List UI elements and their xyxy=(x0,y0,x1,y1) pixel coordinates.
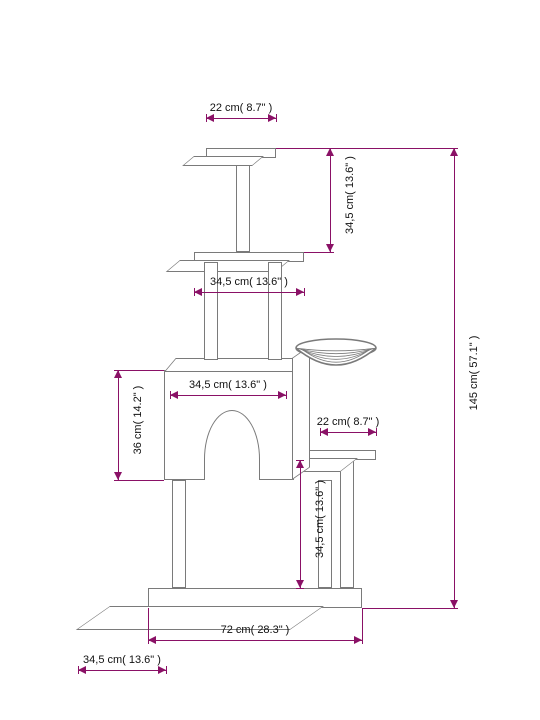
dim-label: 36 cm( 14.2" ) xyxy=(132,365,144,475)
dim-label: 34,5 cm( 13.6" ) xyxy=(344,140,356,250)
post-step xyxy=(340,460,354,588)
hammock-bowl xyxy=(292,336,380,386)
post-upper xyxy=(236,160,250,252)
dim-label: 145 cm( 57.1" ) xyxy=(468,318,480,428)
base-platform xyxy=(148,588,362,608)
dim-label: 22 cm( 8.7" ) xyxy=(293,416,403,428)
condo-top-face xyxy=(164,358,306,372)
dim-label: 34,5 cm( 13.6" ) xyxy=(194,276,304,288)
dim-label: 34,5 cm( 13.6" ) xyxy=(173,379,283,391)
top-front-face xyxy=(182,156,264,166)
dim-label: 72 cm( 28.3" ) xyxy=(200,624,310,636)
dim-label: 34,5 cm( 13.6" ) xyxy=(67,654,177,666)
dim-label: 22 cm( 8.7" ) xyxy=(186,102,296,114)
post-lower-left xyxy=(172,480,186,588)
dim-label: 34,5 cm( 13.6" ) xyxy=(314,464,326,574)
diagram-stage: 22 cm( 8.7" ) 34,5 cm( 13.6" ) 34,5 cm( 13… xyxy=(0,0,540,720)
